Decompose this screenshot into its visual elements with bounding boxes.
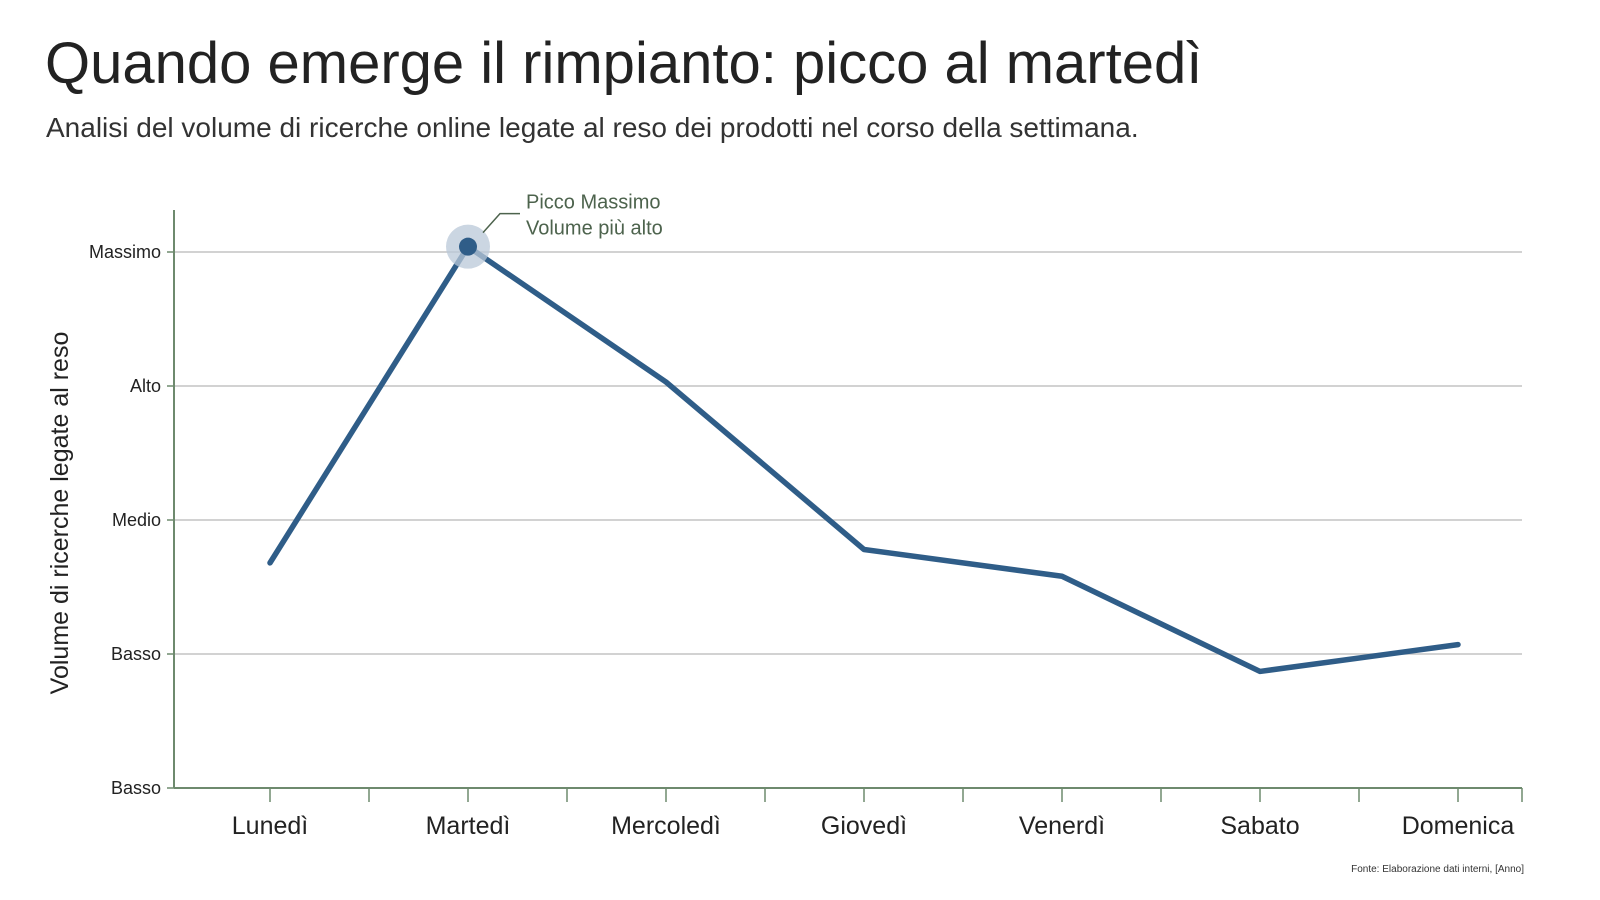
series [267,224,1461,675]
chart-title: Quando emerge il rimpianto: picco al mar… [45,31,1203,96]
y-tick-label: Alto [130,376,161,396]
y-axis-label: Volume di ricerche legate al reso [46,332,74,695]
series-line [267,243,1461,675]
y-tick-label: Basso [111,644,161,664]
x-tick-label: Mercoledì [611,812,721,840]
source-note: Fonte: Elaborazione dati interni, [Anno] [1351,864,1524,875]
y-tick-labels: Basso Basso Medio Alto Massimo [89,242,161,798]
x-tick-labels: Lunedì Martedì Mercoledì Giovedì Venerdì Saba… [232,812,1515,840]
axes [167,210,1523,802]
annotation-line-1: Picco Massimo [526,192,660,214]
peak-point [459,237,477,256]
x-tick-label: Giovedì [821,812,907,840]
y-tick-label: Massimo [89,242,161,262]
x-tick-label: Domenica [1402,812,1515,840]
chart-subtitle: Analisi del volume di ricerche online le… [46,112,1139,143]
x-tick-label: Martedì [426,812,511,840]
gridlines [174,251,1522,655]
peak-annotation: Picco Massimo Volume più alto [482,192,663,240]
y-tick-label: Basso [111,778,161,798]
annotation-leader [482,212,520,234]
x-tick-label: Venerdì [1019,812,1105,840]
x-tick-label: Lunedì [232,812,308,840]
x-tick-label: Sabato [1220,812,1299,840]
annotation-line-2: Volume più alto [526,218,663,240]
y-tick-label: Medio [112,510,161,530]
